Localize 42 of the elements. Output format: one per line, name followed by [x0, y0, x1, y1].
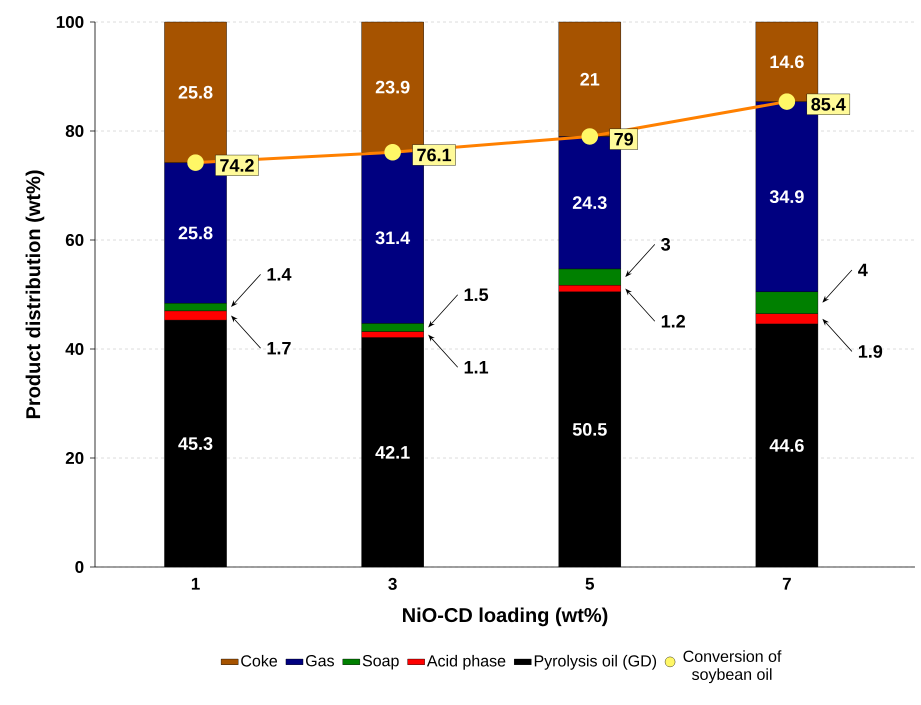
- legend-label: Coke: [241, 654, 278, 667]
- y-tick-label: 60: [66, 234, 84, 246]
- data-label: 1.7: [268, 342, 291, 354]
- data-label: 3: [661, 238, 670, 251]
- legend-label: Pyrolysis oil (GD): [534, 654, 656, 670]
- data-label: 74.2: [220, 159, 254, 172]
- data-label: 25.8: [178, 86, 212, 99]
- x-tick-label: 7: [782, 578, 791, 590]
- y-tick-label: 100: [56, 16, 84, 28]
- data-label: 14.6: [770, 55, 804, 68]
- y-tick-label: 40: [65, 342, 84, 356]
- data-label: 1.4: [268, 268, 292, 281]
- x-axis-title: NiO-CD loading (wt%): [403, 607, 608, 626]
- data-label: 4: [858, 264, 868, 276]
- data-label: 1.2: [662, 314, 685, 328]
- data-label: 42.1: [375, 446, 410, 459]
- data-label: 76.1: [417, 148, 452, 162]
- y-tick-label: 0: [75, 560, 84, 574]
- y-tick-label: 20: [66, 452, 84, 464]
- data-label: 24.3: [572, 196, 607, 210]
- data-label: 79: [614, 132, 634, 146]
- data-label: 1.1: [464, 361, 488, 374]
- y-tick-label: 80: [66, 124, 84, 138]
- x-tick-label: 5: [586, 578, 594, 590]
- data-label: 45.3: [178, 437, 212, 450]
- data-label: 25.8: [178, 226, 212, 240]
- data-label: 34.9: [770, 190, 804, 204]
- data-label: 44.6: [770, 439, 804, 452]
- legend-label: Conversion of soybean oil: [684, 650, 782, 684]
- data-label: 1.9: [858, 345, 882, 358]
- legend-label: Soap: [362, 655, 399, 670]
- data-label: 85.4: [811, 98, 846, 111]
- data-label: 1.5: [464, 288, 488, 302]
- legend-label: Acid phase: [426, 654, 506, 670]
- data-label: 23.9: [376, 80, 410, 94]
- y-axis-title: Product distribution (wt%): [26, 170, 44, 418]
- data-label: 50.5: [572, 423, 607, 436]
- data-label: 31.4: [376, 231, 410, 244]
- x-tick-label: 3: [388, 578, 397, 590]
- legend-label: Gas: [306, 655, 334, 666]
- x-tick-label: 1: [192, 578, 200, 590]
- data-label: 21: [580, 72, 600, 86]
